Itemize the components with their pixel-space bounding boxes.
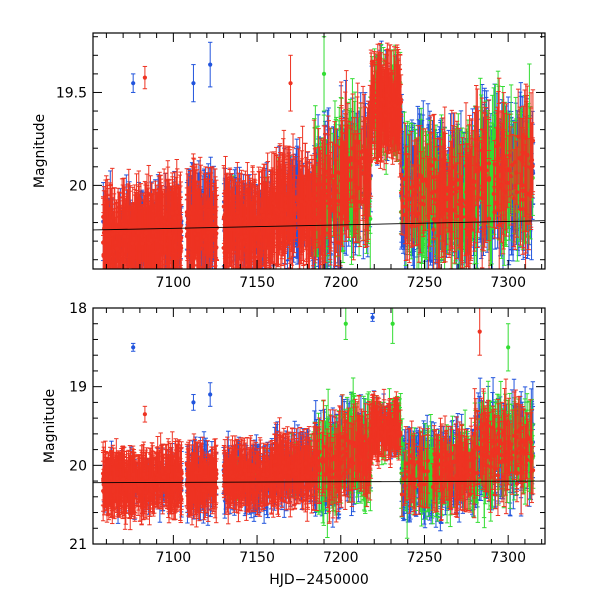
x-tick-label: 7200 <box>323 275 359 291</box>
data-point-green <box>321 36 327 112</box>
top-ylabel: Magnitude <box>32 114 48 188</box>
x-tick-label: 7100 <box>156 275 192 291</box>
y-tick-label: 20 <box>69 178 87 194</box>
top-data-layer <box>100 36 536 269</box>
x-tick-label: 7250 <box>407 275 443 291</box>
top-panel: 7100 7150 7200 7250 7300 19.5 20 Magnitude <box>32 32 546 291</box>
data-point-blue <box>130 73 136 93</box>
data-point-blue <box>207 41 213 88</box>
data-point-blue <box>191 64 196 103</box>
x-tick-label: 7300 <box>490 275 526 291</box>
y-tick-label: 19.5 <box>56 85 87 101</box>
data-point-red <box>142 65 148 90</box>
x-tick-label: 7150 <box>239 275 275 291</box>
data-point-red <box>288 54 293 112</box>
bottom-data-layer <box>100 308 536 539</box>
